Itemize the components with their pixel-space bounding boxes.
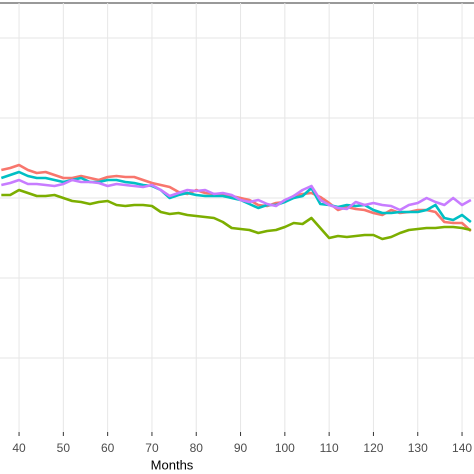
x-tick-label: 50 (57, 441, 71, 455)
x-tick-label: 90 (234, 441, 248, 455)
x-tick-label: 100 (275, 441, 295, 455)
series-line (1, 178, 472, 212)
x-axis-label: Months (151, 457, 194, 472)
x-tick-label: 140 (452, 441, 472, 455)
x-tick-label: 70 (145, 441, 159, 455)
series-line (1, 188, 472, 241)
x-tick-label: 80 (190, 441, 204, 455)
panel (0, 3, 474, 432)
x-tick-label: 110 (320, 441, 339, 455)
series-line (0, 170, 472, 224)
x-tick-label: 60 (101, 441, 115, 455)
x-tick-label: 40 (12, 441, 26, 455)
x-tick-label: 130 (408, 441, 428, 455)
x-tick-label: 120 (363, 441, 383, 455)
